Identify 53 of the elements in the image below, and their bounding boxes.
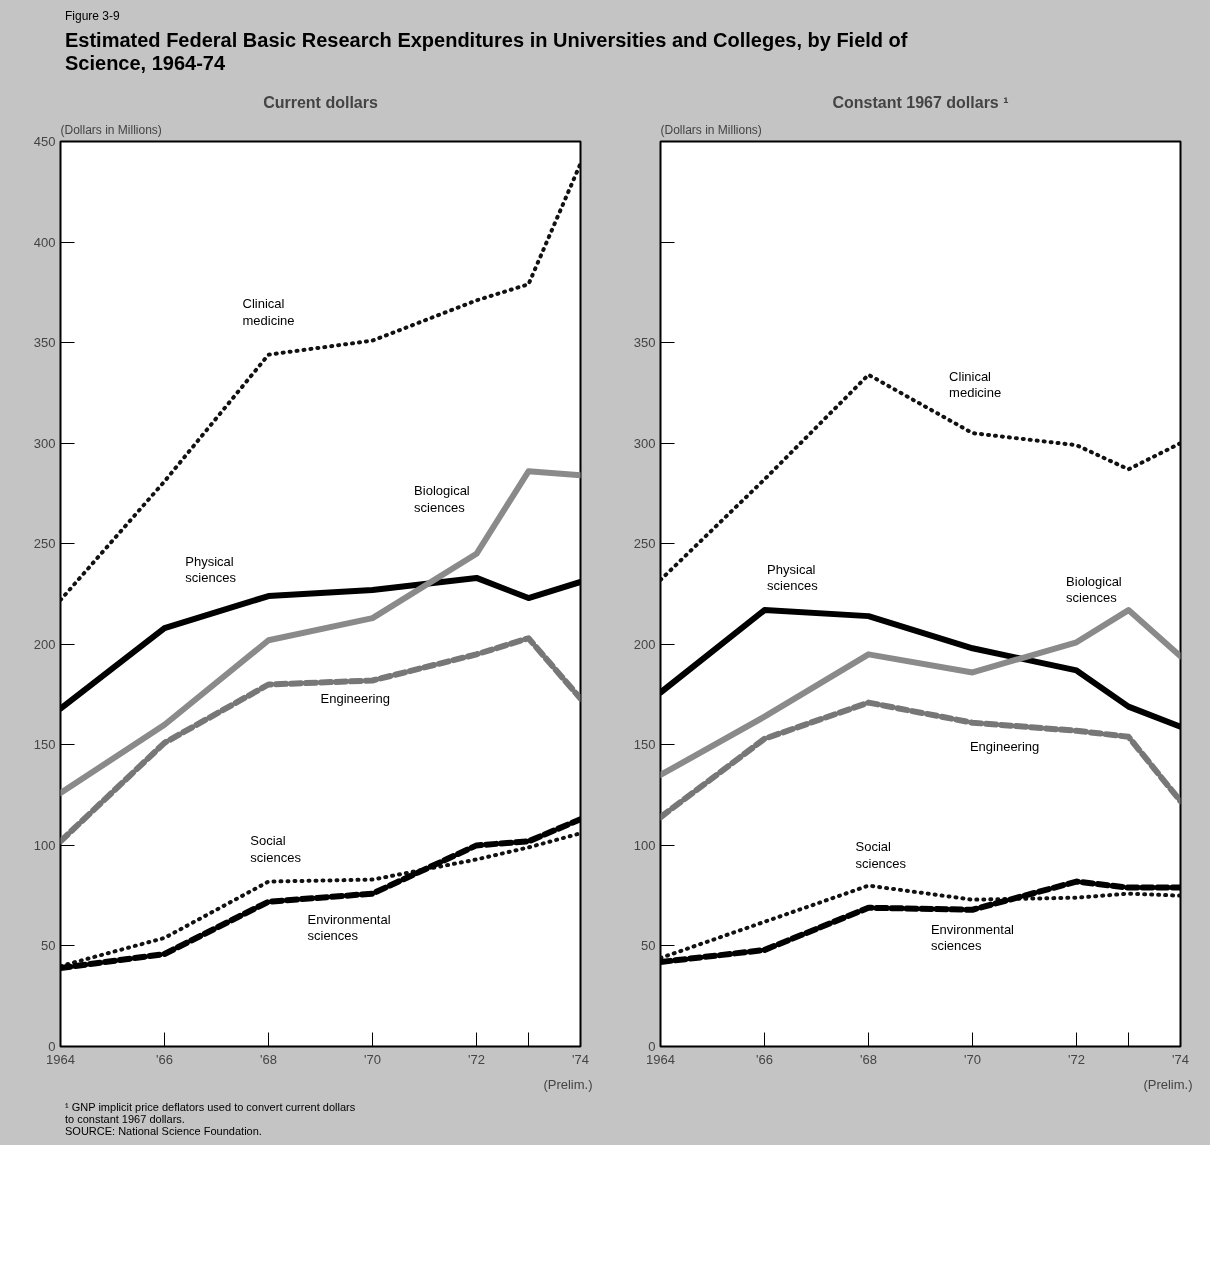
y-axis-title: (Dollars in Millions) <box>60 122 162 137</box>
text: (Prelim.) <box>1143 1076 1193 1092</box>
chart-title: Estimated Federal Basic Research Expenditures in Universities and Colleges, by Field of Science, 1964-74 <box>65 29 909 75</box>
line-series <box>60 161 581 603</box>
x-tick-label: '66 <box>156 1051 173 1067</box>
y-tick-label: 400 <box>33 234 56 250</box>
series-label: Engineering <box>320 690 390 706</box>
text: (Prelim.) <box>543 1076 593 1092</box>
series-label: Physical sciences <box>767 561 819 594</box>
series-label: Clinical medicine <box>242 296 295 328</box>
series-label: Environmental sciences <box>307 911 391 944</box>
caption: Figure 3-9 <box>65 9 121 23</box>
x-tick-label: '72 <box>468 1051 485 1067</box>
x-tick-label: '66 <box>756 1051 773 1067</box>
x-tick-label: 1964 <box>46 1051 75 1067</box>
y-tick-label: 50 <box>641 938 656 954</box>
x-tick-label: '70 <box>364 1051 381 1067</box>
text: Biological sciences <box>414 483 470 515</box>
y-tick-label: 300 <box>633 435 656 451</box>
y-tick-label: 250 <box>633 536 656 552</box>
x-tick-label: '74 <box>1172 1051 1189 1067</box>
series-label: Social sciences <box>250 833 302 865</box>
y-tick-label: 200 <box>633 636 656 652</box>
y-tick-label: 450 <box>33 134 56 149</box>
x-tick-label: 1964 <box>646 1051 675 1067</box>
series-label: Biological sciences <box>1066 573 1122 606</box>
x-tick-label: '68 <box>860 1051 877 1067</box>
x-tick-label: '74 <box>572 1051 589 1067</box>
y-tick-label: 350 <box>33 335 56 351</box>
y-tick-label: 200 <box>33 636 56 652</box>
y-tick-label: 100 <box>633 837 656 853</box>
y-tick-label: 0 <box>48 1039 56 1054</box>
text: ¹ GNP implicit price deflators used to convert current dollars to constant 1967 dollars. <box>65 1101 357 1125</box>
x-tick-label: '68 <box>260 1051 277 1067</box>
source-note: SOURCE: National Science Foundation. <box>65 1125 263 1137</box>
y-tick-label: 150 <box>633 737 656 753</box>
chart-subtitle: Constant 1967 dollars ¹ <box>832 93 1009 111</box>
y-tick-label: 0 <box>648 1039 656 1054</box>
y-tick-label: 250 <box>33 536 56 552</box>
chart-subtitle: Current dollars <box>263 93 378 111</box>
series-label: Clinical medicine <box>949 368 1002 401</box>
y-tick-label: 350 <box>633 335 656 351</box>
x-tick-label: '72 <box>1068 1051 1085 1067</box>
y-tick-label: 100 <box>33 837 56 853</box>
y-tick-label: 150 <box>33 737 56 753</box>
y-axis-title: (Dollars in Millions) <box>660 122 762 137</box>
y-tick-label: 50 <box>41 938 56 954</box>
series-label: Environmental sciences <box>930 921 1015 954</box>
x-tick-label: '70 <box>964 1051 981 1067</box>
y-tick-label: 300 <box>33 435 56 451</box>
series-label: Social sciences <box>855 839 907 871</box>
series-label: Physical sciences <box>185 553 237 586</box>
series-label: Engineering <box>969 738 1040 754</box>
